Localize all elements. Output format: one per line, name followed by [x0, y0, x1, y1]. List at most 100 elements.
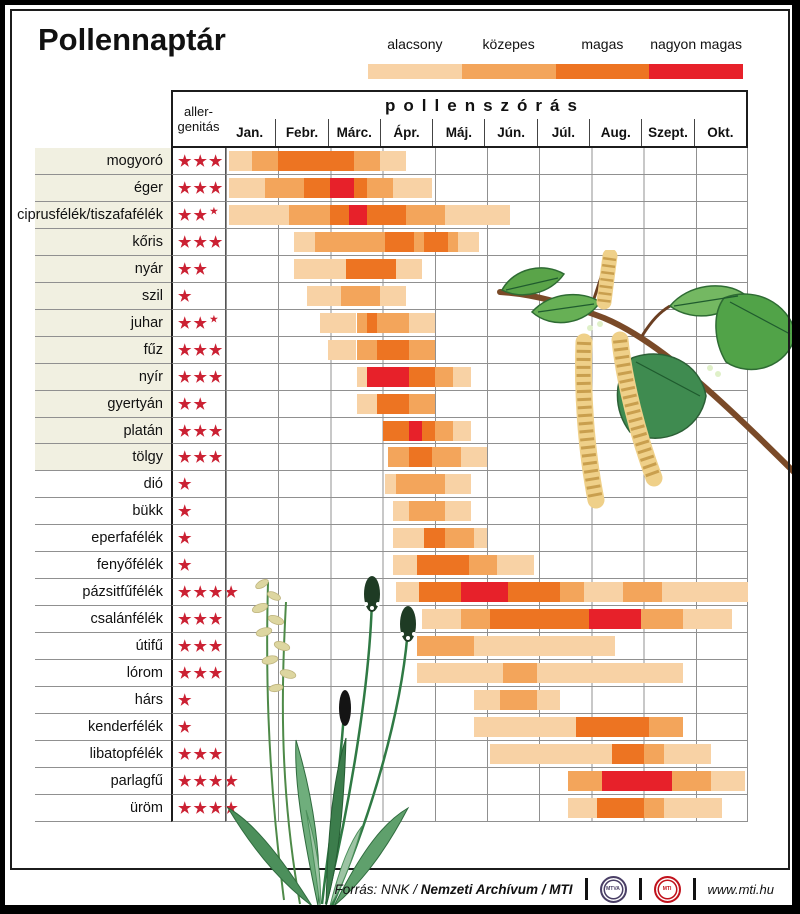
pollen-bar-track: [226, 714, 748, 741]
table-row: gyertyán ★★: [35, 390, 748, 418]
legend-label: magas: [581, 36, 624, 52]
pollen-bar-segment: [353, 177, 367, 198]
table-row: éger ★★★: [35, 174, 748, 202]
pollen-bar-segment: [575, 717, 649, 738]
pollen-bar-segment: [711, 770, 746, 791]
allergenicity-stars: ★★★: [171, 606, 226, 634]
allergenicity-stars: ★★★: [171, 363, 226, 391]
pollen-bar-segment: [293, 231, 315, 252]
pollen-bar-segment: [434, 366, 454, 387]
pollen-bar-track: [226, 444, 748, 472]
pollen-bar-segment: [421, 609, 461, 630]
plant-label: dió: [35, 471, 171, 499]
pollen-bar-track: [226, 417, 748, 445]
table-row: platán ★★★: [35, 417, 748, 445]
allergenicity-stars: ★★★: [171, 148, 226, 175]
pollen-bar-segment: [424, 231, 448, 252]
month-header-cell: Febr.: [275, 119, 327, 146]
pollen-bar-segment: [395, 474, 446, 495]
pollen-bar-segment: [536, 690, 561, 711]
pollen-bar-segment: [489, 743, 613, 764]
pollen-bar-segment: [567, 797, 597, 818]
table-row: útifű ★★★: [35, 633, 748, 661]
pollen-bar-segment: [460, 582, 508, 603]
allergenicity-stars: ★: [171, 525, 226, 553]
pollen-bar-track: [226, 606, 748, 634]
pollen-bar-track: [226, 201, 748, 229]
allergenicity-stars: ★★★★: [171, 579, 238, 607]
plant-label: útifű: [35, 633, 171, 661]
pollen-bar-segment: [306, 285, 341, 306]
pollen-bar-segment: [228, 177, 266, 198]
legend-swatch: [649, 64, 743, 79]
pollen-bar-segment: [588, 609, 641, 630]
mti-logo-text: MTI: [662, 886, 672, 892]
pollen-bar-track: [226, 525, 748, 553]
pollen-bar-segment: [366, 312, 378, 333]
allergenicity-stars: ★★★: [171, 660, 226, 688]
pollen-bar-segment: [393, 528, 425, 549]
pollen-bar-segment: [348, 204, 367, 225]
pollen-bar-segment: [453, 420, 472, 441]
allergenicity-header-line1: aller-: [184, 104, 213, 119]
pollen-bar-segment: [473, 528, 487, 549]
pollen-bar-segment: [643, 743, 665, 764]
pollen-bar-segment: [648, 717, 683, 738]
plant-label: nyír: [35, 363, 171, 391]
plant-label: éger: [35, 174, 171, 202]
pollen-bar-segment: [408, 447, 433, 468]
plant-label: ciprusfélék/tiszafafélék: [17, 201, 171, 229]
pollen-bar-segment: [421, 420, 435, 441]
pollen-bar-segment: [356, 393, 378, 414]
pollen-bar-segment: [293, 258, 347, 279]
pollen-bar-segment: [460, 609, 490, 630]
pollen-bar-segment: [406, 204, 446, 225]
legend-color-bar: [368, 64, 743, 79]
pollen-bar-track: [226, 767, 748, 795]
pollen-bar-track: [226, 633, 748, 661]
source-prefix: Forrás: NNK /: [334, 881, 417, 897]
pollen-bar-segment: [447, 231, 459, 252]
plant-label: fenyőfélék: [35, 552, 171, 580]
pollen-bar-track: [226, 228, 748, 256]
pollen-bar-segment: [643, 797, 665, 818]
pollen-bar-segment: [460, 447, 487, 468]
pollen-bar-segment: [664, 743, 712, 764]
plant-label: kenderfélék: [35, 714, 171, 741]
pollen-bar-track: [226, 471, 748, 499]
pollen-bar-segment: [387, 447, 409, 468]
pollen-bar-segment: [500, 690, 537, 711]
pollen-bar-segment: [416, 663, 503, 684]
pollen-bar-segment: [356, 366, 367, 387]
table-row: fenyőfélék ★: [35, 552, 748, 580]
pollen-bar-segment: [377, 312, 409, 333]
pollen-bar-segment: [507, 582, 561, 603]
pollen-bar-segment: [385, 474, 396, 495]
table-row: csalánfélék ★★★: [35, 606, 748, 634]
pollen-bar-segment: [408, 501, 446, 522]
table-row: hárs ★: [35, 687, 748, 715]
month-header-cell: Szept.: [641, 119, 693, 146]
month-header-cell: Márc.: [327, 119, 380, 146]
pollen-bar-segment: [377, 393, 409, 414]
mtva-logo: MTVA: [599, 875, 627, 903]
source-bold: Nemzeti Archívum / MTI: [420, 881, 573, 897]
footer: Forrás: NNK / Nemzeti Archívum / MTI MTV…: [10, 874, 788, 904]
table-row: üröm ★★★★: [35, 794, 748, 822]
mti-logo: MTI: [653, 875, 681, 903]
allergenicity-stars: ★: [171, 714, 226, 741]
month-header-cell: Okt.: [693, 119, 746, 146]
table-row: nyír ★★★: [35, 363, 748, 391]
pollen-bar-segment: [672, 770, 712, 791]
allergenicity-header-line2: genitás: [177, 119, 220, 134]
pollen-bar-track: [226, 336, 748, 364]
table-row: mogyoró ★★★: [35, 148, 748, 175]
pollen-dispersal-header: pollenszórás: [224, 90, 748, 121]
pollen-bar-segment: [408, 339, 435, 360]
pollen-bar-segment: [377, 339, 409, 360]
table-row: dió ★: [35, 471, 748, 499]
pollen-bar-segment: [353, 151, 380, 171]
pollen-bar-segment: [395, 582, 420, 603]
pollen-bar-segment: [408, 393, 435, 414]
